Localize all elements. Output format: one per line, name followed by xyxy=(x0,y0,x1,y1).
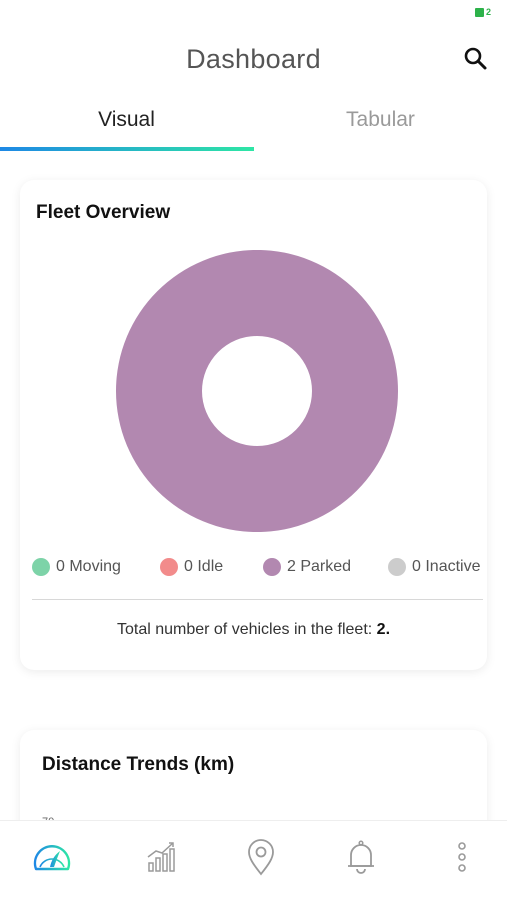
bell-icon xyxy=(348,840,374,874)
battery-icon xyxy=(474,8,484,17)
fleet-total-value: 2. xyxy=(376,621,391,638)
search-icon xyxy=(464,47,487,70)
app-header: Dashboard xyxy=(0,30,507,90)
distance-trends-title: Distance Trends (km) xyxy=(42,754,235,775)
legend-label-idle: 0 Idle xyxy=(184,558,224,575)
legend-item-inactive[interactable]: 0 Inactive xyxy=(388,558,480,576)
legend-item-idle[interactable]: 0 Idle xyxy=(160,558,223,576)
nav-dashboard[interactable] xyxy=(30,835,74,879)
legend-dot-idle xyxy=(160,558,178,576)
battery-level: 2 xyxy=(485,7,491,17)
fleet-donut-chart xyxy=(116,250,398,532)
nav-reports[interactable] xyxy=(139,835,183,879)
nav-alerts[interactable] xyxy=(339,835,383,879)
tab-tabular[interactable]: Tabular xyxy=(346,108,415,131)
status-bar: 2 xyxy=(0,0,507,28)
fleet-total: Total number of vehicles in the fleet: 2… xyxy=(20,621,487,639)
active-tab-indicator xyxy=(0,147,254,151)
legend-item-moving[interactable]: 0 Moving xyxy=(32,558,121,576)
donut-slice-parked xyxy=(116,250,398,532)
fleet-legend: 0 Moving 0 Idle 2 Parked 0 Inactive xyxy=(32,558,492,582)
nav-more[interactable] xyxy=(440,835,484,879)
speedometer-icon xyxy=(33,845,71,871)
fleet-total-label: Total number of vehicles in the fleet: xyxy=(116,621,373,638)
page-title: Dashboard xyxy=(186,44,321,74)
legend-divider xyxy=(32,599,483,600)
legend-dot-moving xyxy=(32,558,50,576)
view-tabs: Visual Tabular xyxy=(0,96,507,154)
tab-visual[interactable]: Visual xyxy=(98,108,155,131)
more-vertical-icon xyxy=(458,842,466,872)
legend-label-inactive: 0 Inactive xyxy=(412,558,481,575)
location-pin-icon xyxy=(248,839,274,876)
nav-map[interactable] xyxy=(239,835,283,879)
legend-dot-inactive xyxy=(388,558,406,576)
bottom-navigation xyxy=(0,820,507,900)
battery-indicator: 2 xyxy=(474,7,491,17)
fleet-overview-title: Fleet Overview xyxy=(36,202,171,223)
fleet-overview-card: Fleet Overview 0 Moving 0 Idle 2 Parked … xyxy=(20,180,487,670)
legend-dot-parked xyxy=(263,558,281,576)
search-button[interactable] xyxy=(461,44,491,74)
legend-item-parked[interactable]: 2 Parked xyxy=(263,558,351,576)
legend-label-parked: 2 Parked xyxy=(287,558,352,575)
bar-chart-icon xyxy=(147,842,175,872)
legend-label-moving: 0 Moving xyxy=(56,558,121,575)
